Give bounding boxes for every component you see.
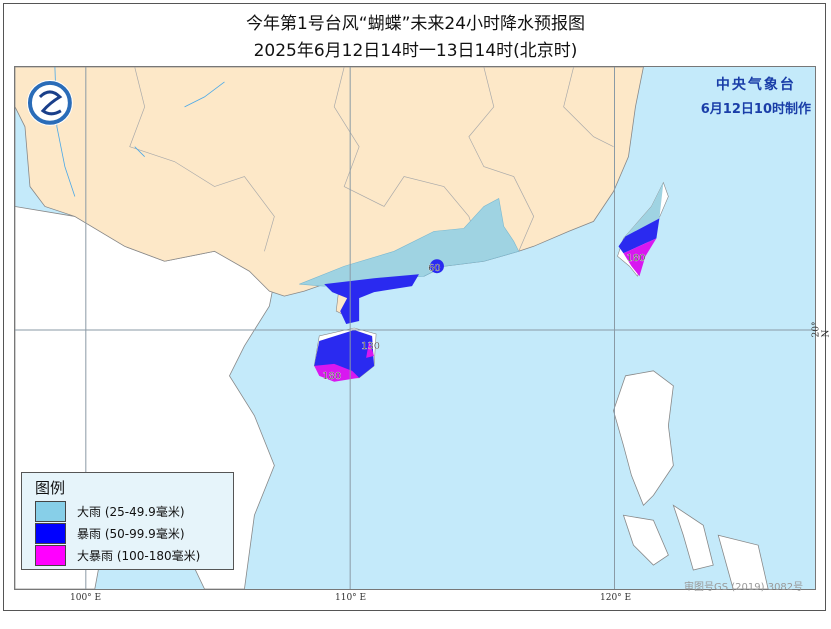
province-borders xyxy=(129,67,614,262)
latitude-label: 20° N xyxy=(811,321,831,338)
legend: 图例 大雨 (25-49.9毫米) 暴雨 (50-99.9毫米) 大暴雨 (10… xyxy=(21,472,234,570)
cma-logo xyxy=(26,79,73,126)
map-title: 今年第1号台风“蝴蝶”未来24小时降水预报图 xyxy=(245,14,586,34)
rainstorm-area-taiwan xyxy=(618,218,660,254)
issue-time: 6月12日10时制作 xyxy=(700,102,811,117)
legend-label: 大暴雨 (100-180毫米) xyxy=(77,548,201,563)
rainfall-label: 180 xyxy=(322,371,341,382)
philippine-islands xyxy=(622,504,769,589)
map-approval-number: 审图号GS (2019) 3082号 xyxy=(684,582,804,593)
longitude-label: 110° E xyxy=(335,593,367,603)
severe-rainstorm-area-taiwan xyxy=(623,238,657,277)
legend-title: 图例 xyxy=(35,479,66,497)
rainstorm-area-small xyxy=(429,259,444,274)
luzon-island xyxy=(613,370,674,507)
legend-item-heavy-rain: 大雨 (25-49.9毫米) xyxy=(35,500,185,522)
rainfall-label: 130 xyxy=(361,341,380,352)
agency-name: 中央气象台 xyxy=(715,77,796,93)
legend-item-severe-rainstorm: 大暴雨 (100-180毫米) xyxy=(35,544,200,566)
rainfall-label: 180 xyxy=(626,253,645,264)
rainstorm-area xyxy=(324,274,419,325)
longitude-label: 120° E xyxy=(600,593,632,603)
legend-swatch xyxy=(35,522,66,544)
longitude-label: 100° E xyxy=(70,593,102,603)
rainfall-label: 60 xyxy=(428,263,441,274)
figure-frame xyxy=(3,3,826,611)
legend-swatch xyxy=(35,544,66,566)
legend-item-rainstorm: 暴雨 (50-99.9毫米) xyxy=(35,522,185,544)
legend-label: 大雨 (25-49.9毫米) xyxy=(77,504,185,519)
rainfall-map: 60 130 180 180 xyxy=(14,66,816,590)
agency-block: 中央气象台 6月12日10时制作 xyxy=(701,74,811,117)
map-subtitle: 2025年6月12日14时一13日14时(北京时) xyxy=(253,41,578,61)
severe-rainstorm-area-hainan xyxy=(314,340,375,382)
legend-label: 暴雨 (50-99.9毫米) xyxy=(77,526,185,541)
legend-swatch xyxy=(35,500,66,522)
